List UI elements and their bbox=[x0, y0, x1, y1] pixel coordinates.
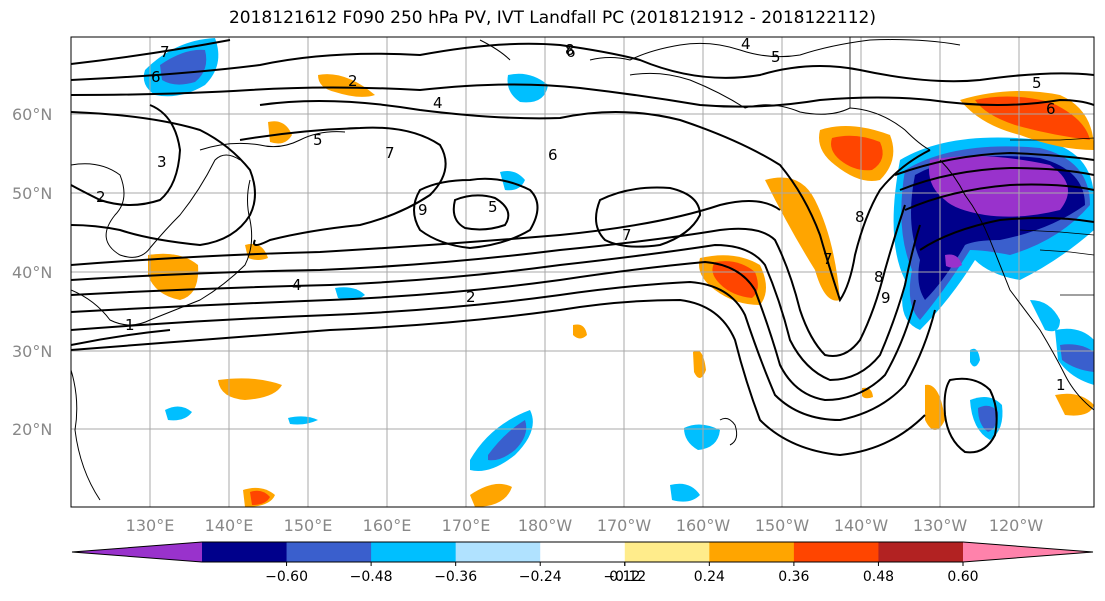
contour-label: 1 bbox=[1056, 376, 1066, 394]
contour-label: 4 bbox=[292, 276, 302, 294]
lon-label: 150°W bbox=[755, 516, 810, 535]
colorbar-tick-label: 0.36 bbox=[778, 569, 809, 585]
borders bbox=[849, 37, 1094, 296]
contour-label: 9 bbox=[418, 201, 428, 219]
colorbar-segment bbox=[540, 542, 626, 562]
colorbar-segment bbox=[878, 542, 964, 562]
pv-contours bbox=[71, 39, 1094, 457]
colorbar-segment bbox=[202, 542, 288, 562]
lon-label: 130°E bbox=[126, 516, 175, 535]
contour-label: 5 bbox=[488, 198, 498, 216]
colorbar-segment bbox=[624, 542, 710, 562]
contour-label: 5 bbox=[771, 48, 781, 66]
contour-label: 2 bbox=[466, 288, 476, 306]
map-title: 2018121612 F090 250 hPa PV, IVT Landfall… bbox=[228, 8, 876, 28]
lon-label: 140°E bbox=[205, 516, 254, 535]
lat-label: 30°N bbox=[12, 342, 52, 361]
colorbar-tick-label: 0.48 bbox=[863, 569, 894, 585]
contour-label: 7 bbox=[823, 250, 833, 268]
colorbar-tick-label: −0.48 bbox=[350, 569, 393, 585]
contour-label: 8 bbox=[855, 208, 865, 226]
contour-label: 5 bbox=[313, 131, 323, 149]
contour-label: 4 bbox=[433, 94, 443, 112]
lat-labels: 60°N 50°N 40°N 30°N 20°N bbox=[12, 105, 52, 439]
coastlines bbox=[71, 39, 1094, 501]
colorbar-extend-high bbox=[963, 542, 1093, 562]
lat-label: 20°N bbox=[12, 420, 52, 439]
lon-label: 150°E bbox=[284, 516, 333, 535]
colorbar-tick-label: 0.24 bbox=[694, 569, 725, 585]
lon-label: 180°W bbox=[518, 516, 573, 535]
contour-label: 7 bbox=[385, 144, 395, 162]
lat-label: 50°N bbox=[12, 184, 52, 203]
lon-label: 170°W bbox=[597, 516, 652, 535]
contour-label: 6 bbox=[566, 43, 576, 61]
contour-label: 6 bbox=[151, 68, 161, 86]
contour-label: 2 bbox=[96, 188, 106, 206]
colorbar-segment bbox=[455, 542, 541, 562]
lon-label: 170°E bbox=[442, 516, 491, 535]
colorbar-tick-label: −0.12 bbox=[603, 569, 646, 585]
lon-label: 130°W bbox=[913, 516, 968, 535]
contour-label: 7 bbox=[160, 43, 170, 61]
contour-label: 2 bbox=[348, 72, 358, 90]
colorbar-segment bbox=[709, 542, 795, 562]
contour-label: 8 bbox=[874, 268, 884, 286]
colorbar-tick-label: −0.36 bbox=[434, 569, 477, 585]
lat-label: 40°N bbox=[12, 263, 52, 282]
contour-label: 4 bbox=[741, 35, 751, 53]
colorbar-tick-label: 0.60 bbox=[947, 569, 978, 585]
contour-labels: 7 6 2 3 2 4 5 7 6 9 5 6 7 8 4 5 8 5 6 4 … bbox=[96, 35, 1066, 394]
contour-label: 9 bbox=[881, 289, 891, 307]
contour-label: 6 bbox=[1046, 100, 1056, 118]
contour-label: 3 bbox=[157, 153, 167, 171]
colorbar-extend-low bbox=[72, 542, 202, 562]
colorbar-tick-label: 0.12 bbox=[609, 569, 640, 585]
colorbar-tick-label: −0.60 bbox=[265, 569, 308, 585]
contour-label: 8 bbox=[565, 41, 575, 59]
contour-label: 1 bbox=[125, 316, 135, 334]
lat-label: 60°N bbox=[12, 105, 52, 124]
contour-label: 6 bbox=[548, 146, 558, 164]
colorbar-segment bbox=[793, 542, 879, 562]
colorbar-segment bbox=[286, 542, 372, 562]
lon-label: 120°W bbox=[989, 516, 1044, 535]
colorbar-tick-label: −0.24 bbox=[519, 569, 562, 585]
lon-label: 160°E bbox=[363, 516, 412, 535]
contour-label: 5 bbox=[1032, 74, 1042, 92]
lon-labels: 130°E 140°E 150°E 160°E 170°E 180°W 170°… bbox=[126, 516, 1044, 535]
colorbar: −0.60 −0.48 −0.36 −0.24 −0.120.12 0.24 0.36 0.4… bbox=[71, 541, 1094, 585]
contour-label: 7 bbox=[622, 226, 632, 244]
lon-label: 140°W bbox=[834, 516, 889, 535]
colorbar-segment bbox=[371, 542, 457, 562]
lon-label: 160°W bbox=[676, 516, 731, 535]
